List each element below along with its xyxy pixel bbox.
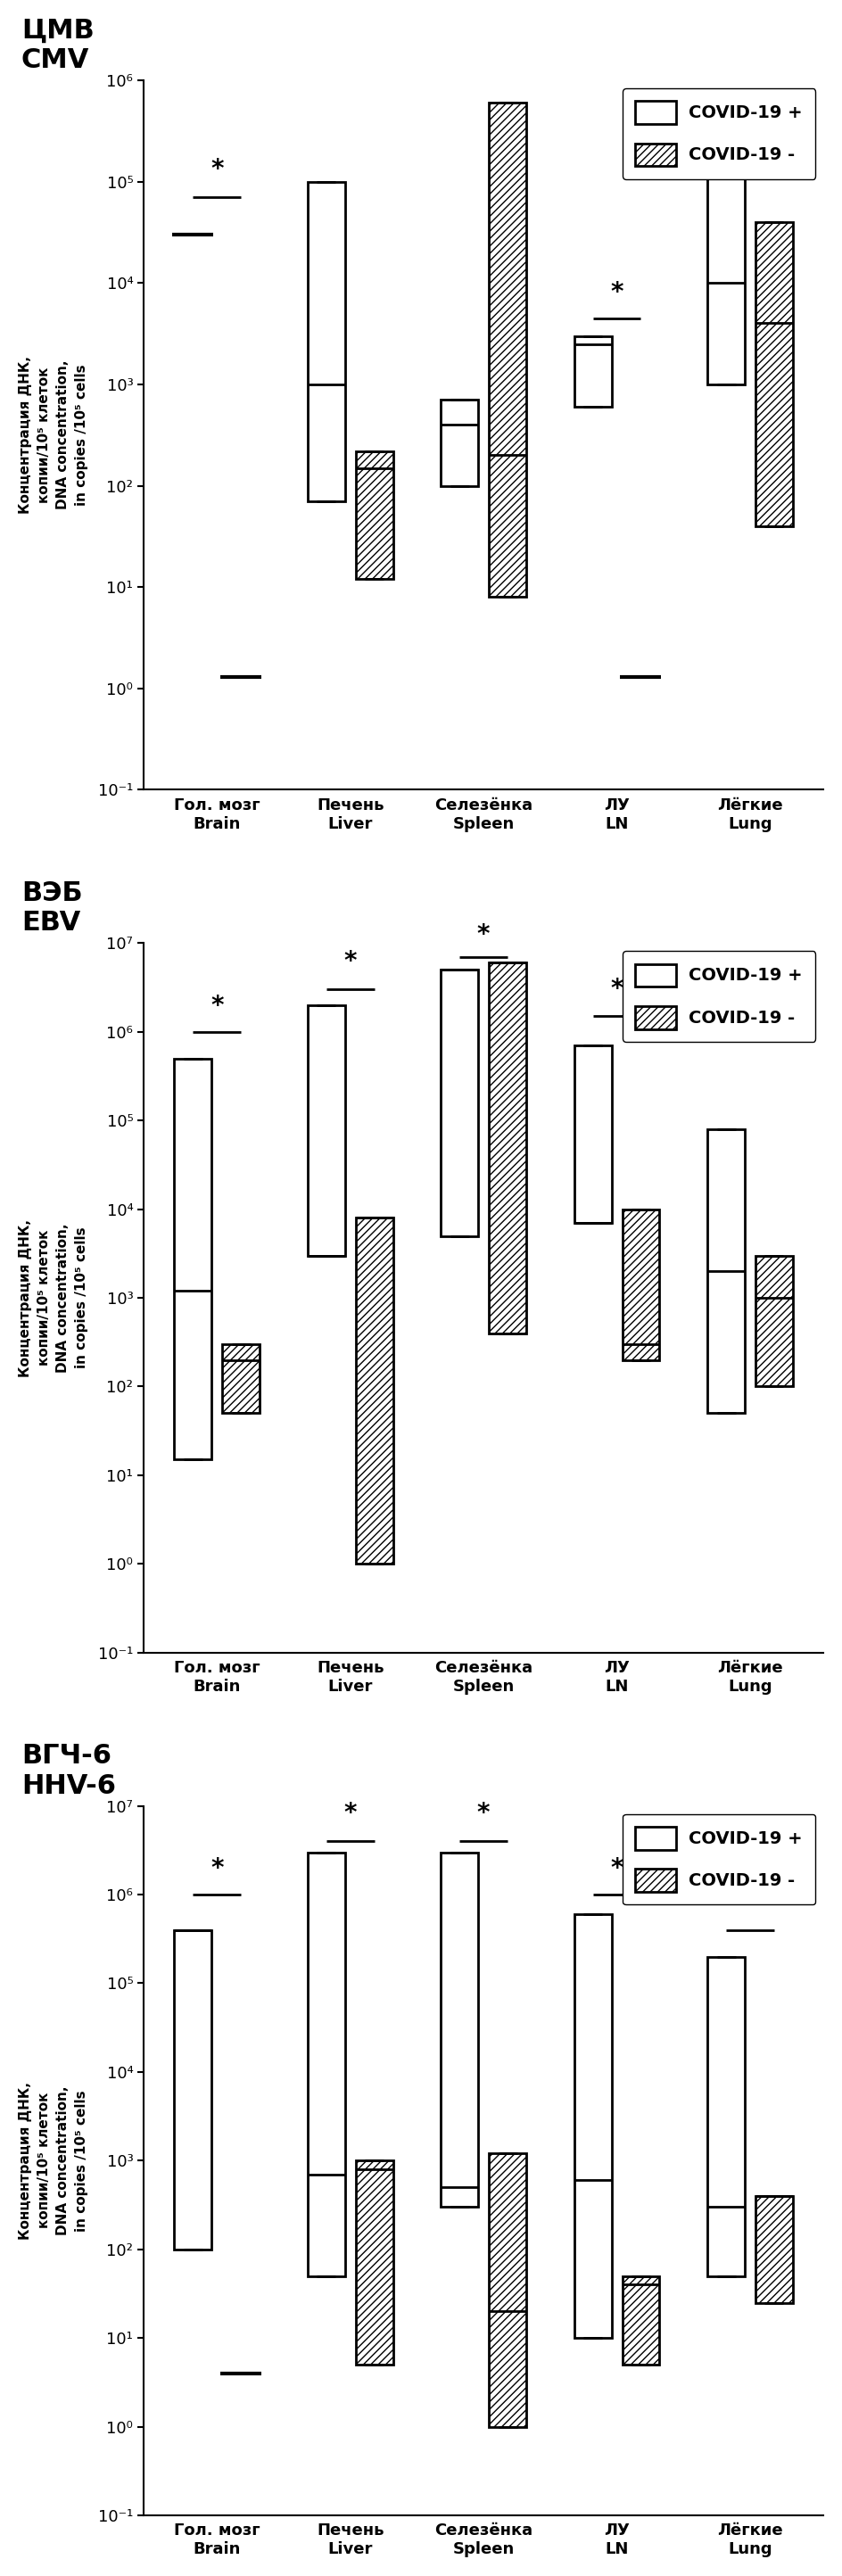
Y-axis label: Концентрация ДНК,
копии/10⁵ клеток
DNA concentration,
in copies /10⁵ cells: Концентрация ДНК, копии/10⁵ клеток DNA c… xyxy=(19,1218,88,1376)
Bar xyxy=(755,2195,793,2303)
Legend: COVID-19 +, COVID-19 -: COVID-19 +, COVID-19 - xyxy=(622,951,815,1041)
Text: ЦМВ
CMV: ЦМВ CMV xyxy=(21,18,94,72)
Legend: COVID-19 +, COVID-19 -: COVID-19 +, COVID-19 - xyxy=(622,88,815,178)
Bar xyxy=(707,1128,745,1414)
Bar xyxy=(174,1059,211,1461)
Text: *: * xyxy=(210,1857,223,1880)
Text: *: * xyxy=(344,1801,357,1826)
Bar xyxy=(441,969,478,1236)
Bar xyxy=(622,2277,659,2365)
Bar xyxy=(441,399,478,487)
Bar xyxy=(489,103,526,598)
Bar xyxy=(307,1005,345,1255)
Y-axis label: Концентрация ДНК,
копии/10⁵ клеток
DNA concentration,
in copies /10⁵ cells: Концентрация ДНК, копии/10⁵ клеток DNA c… xyxy=(19,2081,88,2239)
Text: *: * xyxy=(610,1857,623,1880)
Bar xyxy=(622,1208,659,1360)
Bar xyxy=(174,1929,211,2249)
Bar xyxy=(307,183,345,502)
Text: *: * xyxy=(210,994,223,1018)
Legend: COVID-19 +, COVID-19 -: COVID-19 +, COVID-19 - xyxy=(622,1814,815,1904)
Bar xyxy=(355,451,393,580)
Text: ВГЧ-6
HHV-6: ВГЧ-6 HHV-6 xyxy=(21,1744,116,1798)
Bar xyxy=(441,1852,478,2208)
Text: *: * xyxy=(610,281,623,307)
Text: *: * xyxy=(477,922,490,948)
Bar xyxy=(755,222,793,526)
Bar xyxy=(222,1345,259,1414)
Text: *: * xyxy=(610,976,623,1002)
Text: *: * xyxy=(344,948,357,974)
Bar xyxy=(707,134,745,384)
Text: *: * xyxy=(210,157,223,183)
Bar xyxy=(489,2154,526,2427)
Bar xyxy=(355,2161,393,2365)
Bar xyxy=(307,1852,345,2277)
Bar xyxy=(574,1046,611,1224)
Text: *: * xyxy=(743,1888,757,1914)
Bar xyxy=(755,1255,793,1386)
Text: ВЭБ
EBV: ВЭБ EBV xyxy=(21,881,83,935)
Bar xyxy=(489,963,526,1334)
Text: *: * xyxy=(477,1801,490,1826)
Bar xyxy=(707,1958,745,2277)
Bar xyxy=(574,1914,611,2339)
Y-axis label: Концентрация ДНК,
копии/10⁵ клеток
DNA concentration,
in copies /10⁵ cells: Концентрация ДНК, копии/10⁵ клеток DNA c… xyxy=(19,355,88,515)
Bar xyxy=(355,1218,393,1564)
Bar xyxy=(574,335,611,407)
